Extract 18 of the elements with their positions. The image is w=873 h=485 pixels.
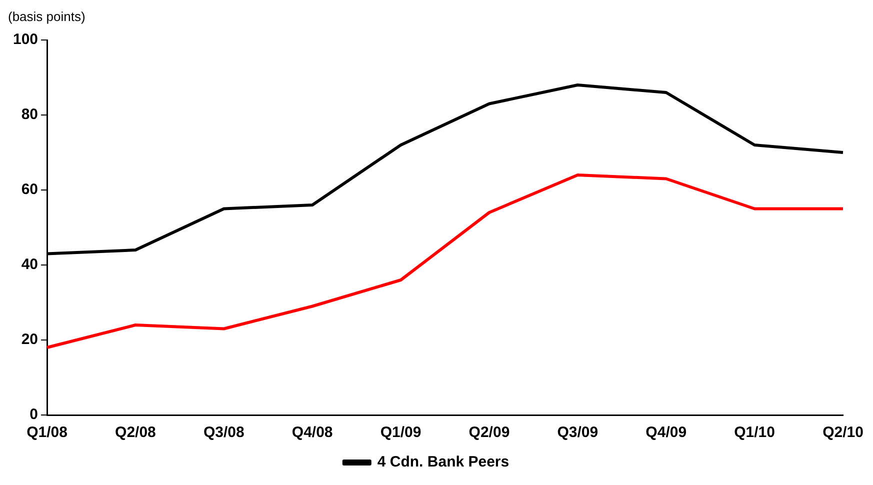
x-tick-label: Q2/10 xyxy=(822,424,864,442)
y-tick-label: 100 xyxy=(12,31,38,48)
x-tick-label: Q1/09 xyxy=(380,424,422,442)
x-tick-label: Q3/09 xyxy=(557,424,598,442)
x-tick-label: Q4/08 xyxy=(292,424,333,442)
x-tick-label: Q4/09 xyxy=(646,424,687,442)
y-tick-label: 80 xyxy=(21,106,38,124)
legend-label: 4 Cdn. Bank Peers xyxy=(377,454,510,471)
y-axis-title: (basis points) xyxy=(8,9,86,24)
x-tick-label: Q2/08 xyxy=(115,424,156,442)
x-tick-label: Q2/09 xyxy=(468,424,510,442)
x-tick-label: Q3/08 xyxy=(203,424,244,442)
y-tick-label: 40 xyxy=(21,256,38,274)
y-tick-label: 60 xyxy=(21,181,38,198)
x-tick-label: Q1/08 xyxy=(26,424,68,442)
y-tick-label: 20 xyxy=(21,331,38,348)
x-tick-label: Q1/10 xyxy=(734,424,775,442)
y-tick-label: 0 xyxy=(30,406,38,424)
